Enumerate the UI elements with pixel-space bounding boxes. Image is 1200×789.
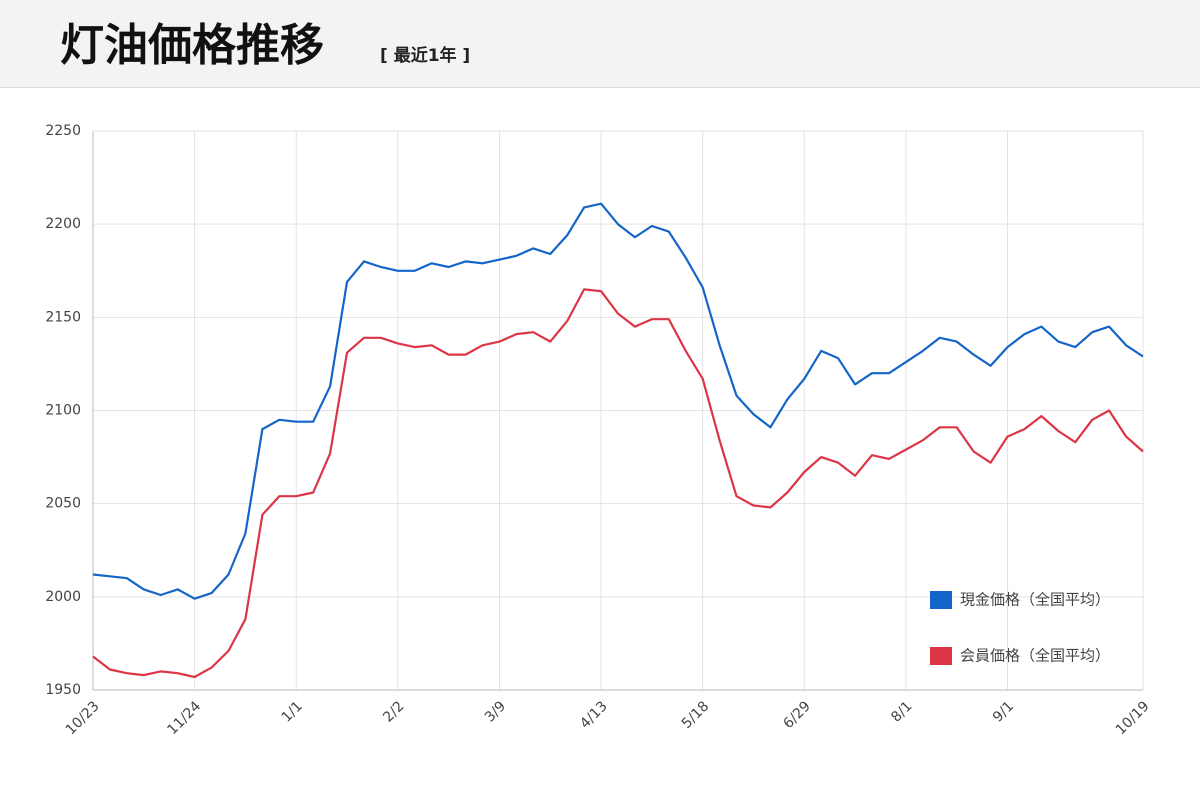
y-tick-label: 2250 bbox=[45, 123, 81, 139]
y-tick-label: 2200 bbox=[45, 216, 81, 232]
x-tick-label: 9/1 bbox=[990, 698, 1017, 725]
x-tick-label: 1/1 bbox=[279, 698, 306, 725]
x-tick-label: 3/9 bbox=[482, 698, 509, 725]
page-subtitle: [ 最近1年 ] bbox=[380, 46, 471, 66]
series-line bbox=[92, 202, 1144, 600]
page-title: 灯油価格推移 bbox=[60, 20, 324, 71]
x-tick-label: 4/13 bbox=[577, 698, 611, 732]
y-tick-label: 2100 bbox=[45, 403, 81, 419]
legend-label: 会員価格（全国平均） bbox=[960, 647, 1110, 665]
y-tick-label: 1950 bbox=[45, 682, 81, 698]
x-tick-label: 11/24 bbox=[164, 698, 204, 738]
legend-swatch bbox=[930, 647, 952, 665]
header: 灯油価格推移 [ 最近1年 ] bbox=[0, 0, 1200, 88]
chart: 1950 2000 2050 2100 2150 2200 2250 10/23 11/24 1/… bbox=[45, 123, 1153, 738]
y-tick-label: 2150 bbox=[45, 309, 81, 325]
x-tick-label: 8/1 bbox=[888, 698, 915, 725]
series-line bbox=[92, 288, 1144, 679]
x-tick-label: 2/2 bbox=[380, 698, 407, 725]
x-tick-label: 10/23 bbox=[63, 698, 103, 738]
x-tick-label: 5/18 bbox=[679, 698, 713, 732]
x-tick-label: 6/29 bbox=[780, 698, 814, 732]
y-tick-label: 2000 bbox=[45, 589, 81, 605]
x-tick-label: 10/19 bbox=[1113, 698, 1153, 738]
y-tick-label: 2050 bbox=[45, 496, 81, 512]
legend-swatch bbox=[930, 591, 952, 609]
legend-label: 現金価格（全国平均） bbox=[960, 591, 1110, 609]
